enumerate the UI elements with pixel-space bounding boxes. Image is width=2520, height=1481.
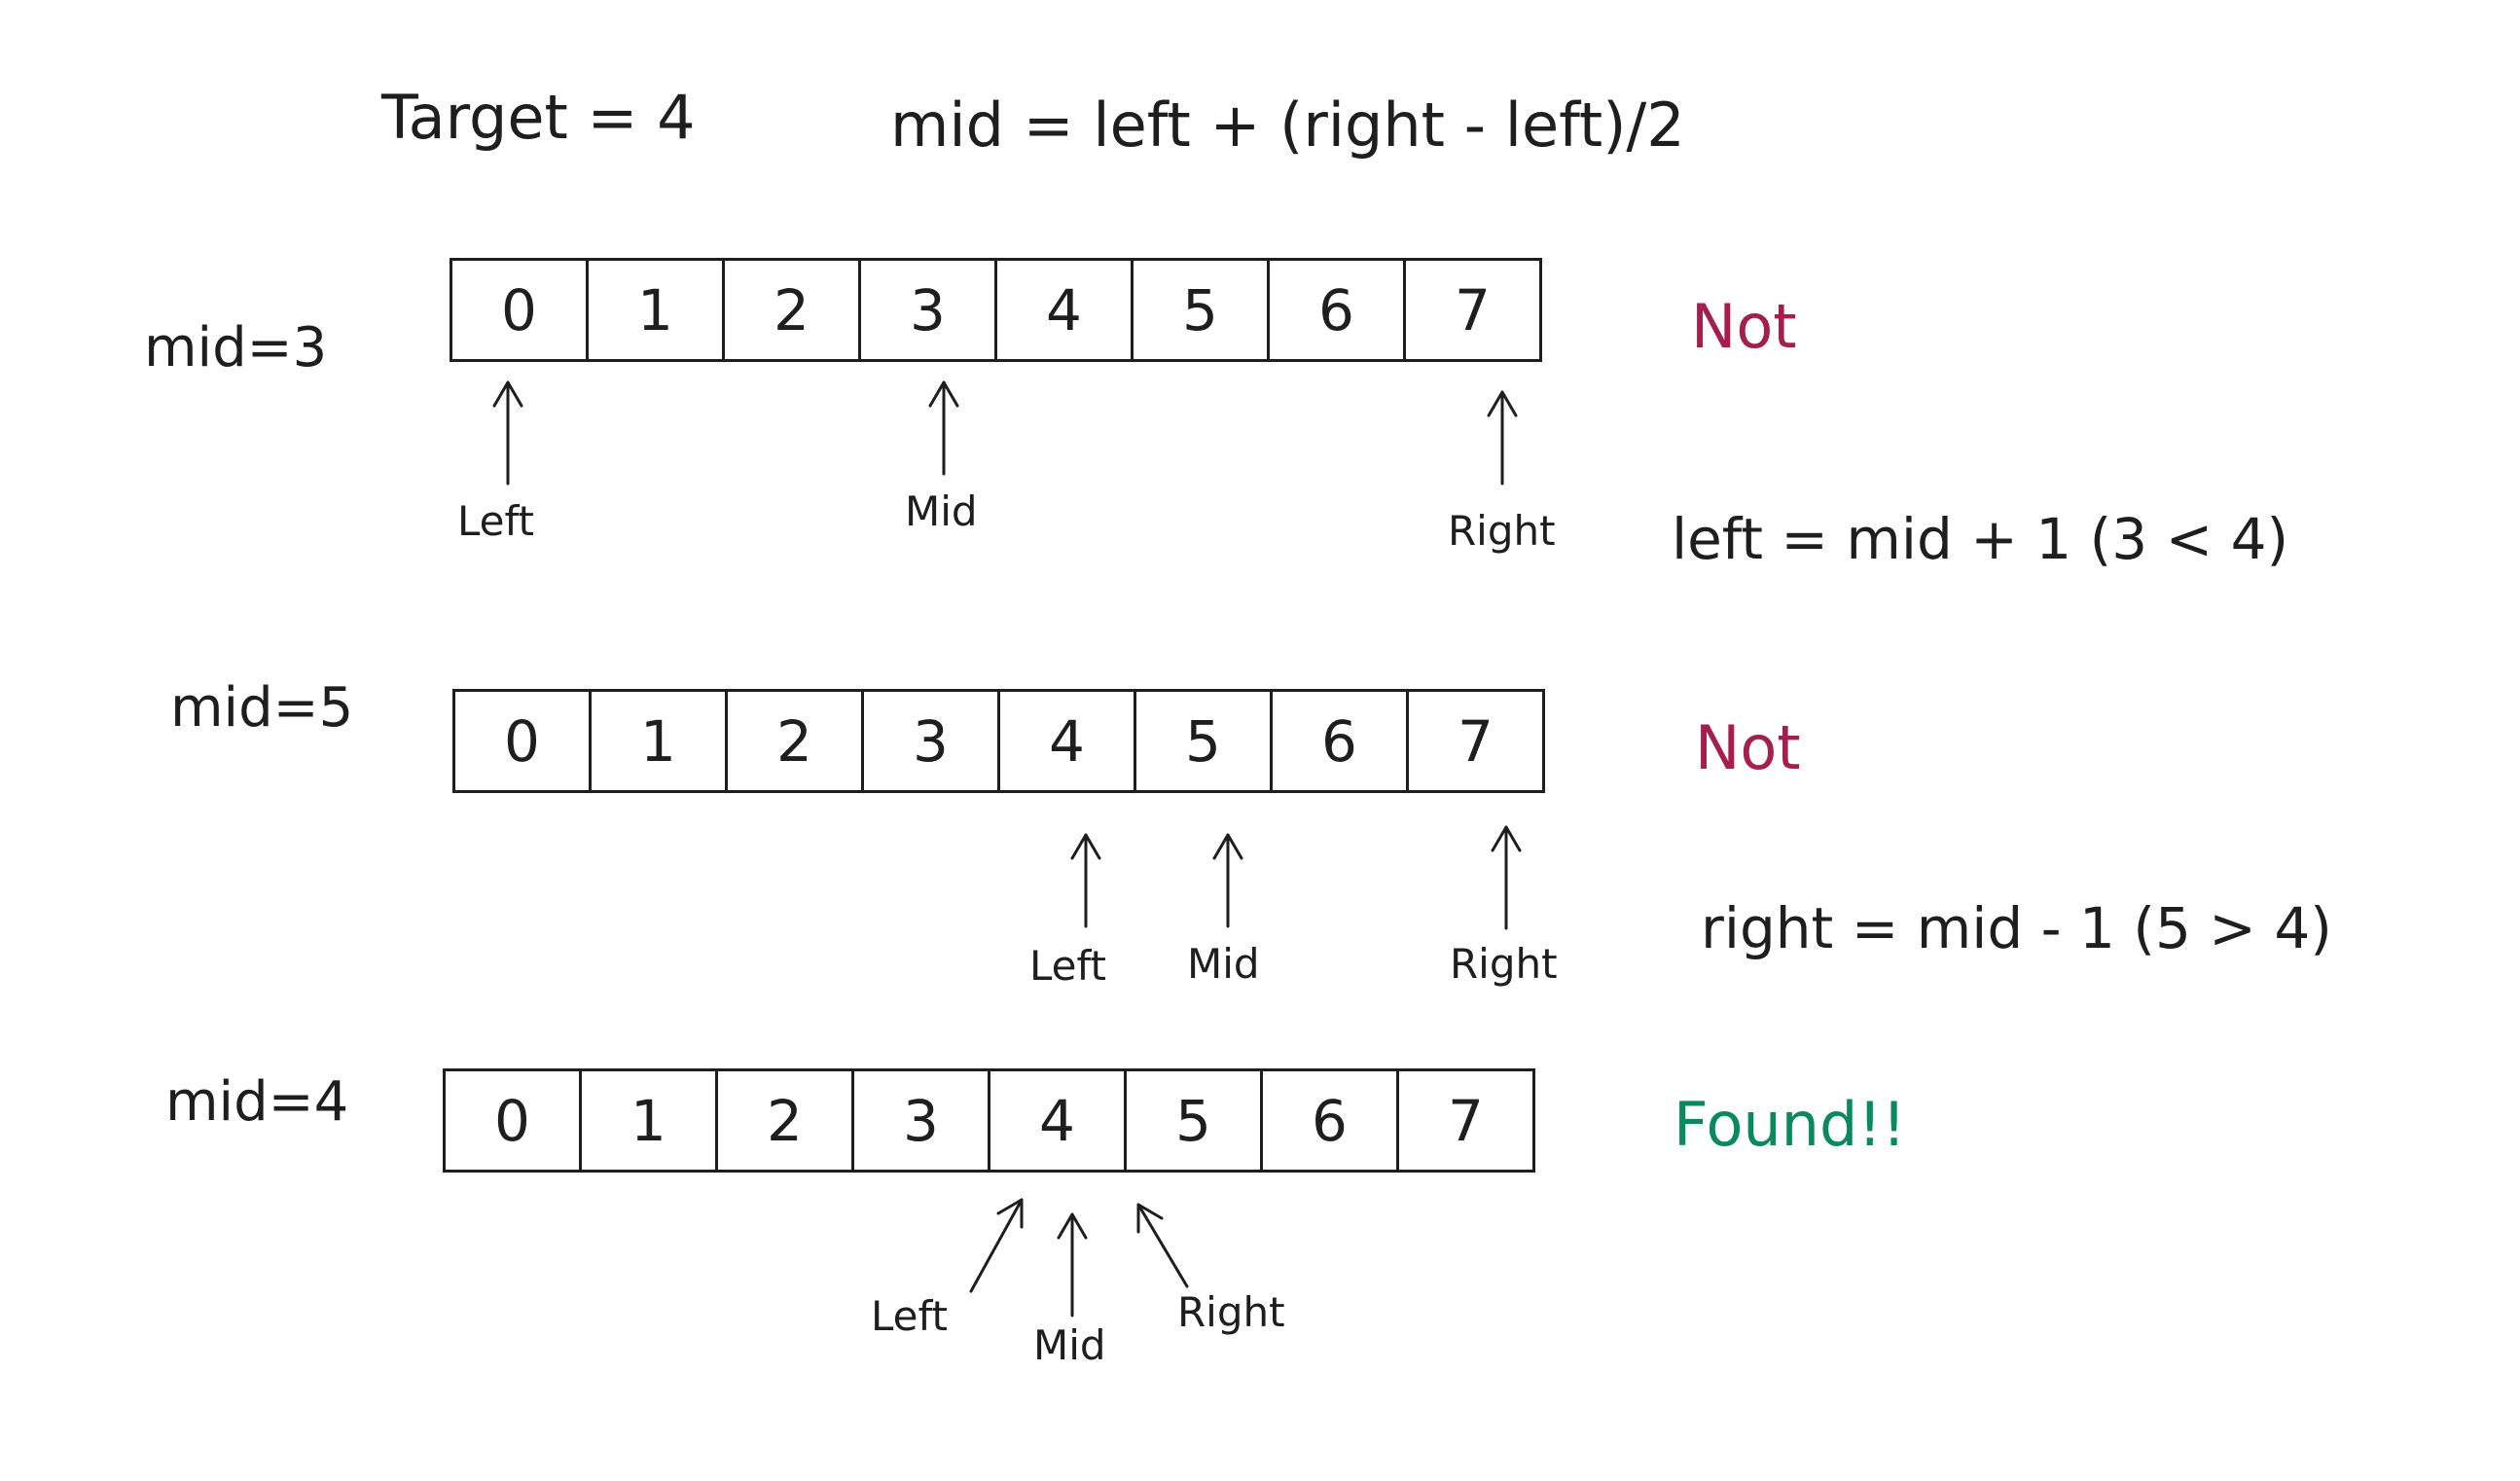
step-1-right-label: Right xyxy=(1448,507,1556,555)
step-3-mid-pointer-label: Mid xyxy=(1033,1321,1106,1369)
step-2-mid-pointer-label: Mid xyxy=(1187,940,1260,988)
array-cell: 4 xyxy=(997,261,1134,362)
array-cell: 6 xyxy=(1263,1071,1399,1173)
step-1-array: 0 1 2 3 4 5 6 7 xyxy=(450,258,1542,362)
array-cell: 2 xyxy=(718,1071,854,1173)
array-cell: 3 xyxy=(854,1071,990,1173)
step-3-right-label: Right xyxy=(1177,1288,1285,1336)
step-1-mid-label: mid=3 xyxy=(144,316,328,379)
array-cell: 3 xyxy=(861,261,997,362)
array-cell: 0 xyxy=(446,1071,582,1173)
step-2-array: 0 1 2 3 4 5 6 7 xyxy=(452,689,1545,793)
array-cell: 1 xyxy=(589,261,725,362)
step-1-left-arrow xyxy=(492,380,523,486)
array-cell: 5 xyxy=(1134,261,1270,362)
step-2-left-label: Left xyxy=(1029,942,1107,990)
step-3-mid-label: mid=4 xyxy=(165,1070,349,1134)
array-cell: 0 xyxy=(452,261,589,362)
array-cell: 5 xyxy=(1127,1071,1263,1173)
array-cell: 1 xyxy=(582,1071,718,1173)
step-2-status: Not xyxy=(1695,712,1801,783)
array-cell: 3 xyxy=(864,692,1000,793)
step-1-right-arrow xyxy=(1487,390,1518,486)
array-cell: 7 xyxy=(1399,1071,1535,1173)
step-1-mid-pointer-label: Mid xyxy=(905,488,978,535)
mid-formula: mid = left + (right - left)/2 xyxy=(890,90,1685,161)
step-3-array: 0 1 2 3 4 5 6 7 xyxy=(443,1068,1535,1173)
step-3-left-label: Left xyxy=(871,1292,949,1340)
step-3-status: Found!! xyxy=(1674,1089,1907,1160)
step-3-left-arrow xyxy=(969,1198,1024,1293)
array-cell: 4 xyxy=(1000,692,1136,793)
step-2-mid-arrow xyxy=(1212,833,1243,928)
array-cell: 7 xyxy=(1406,261,1542,362)
step-3-mid-arrow xyxy=(1057,1212,1088,1318)
array-cell: 6 xyxy=(1273,692,1409,793)
step-1-update-note: left = mid + 1 (3 < 4) xyxy=(1672,506,2289,572)
array-cell: 2 xyxy=(725,261,861,362)
array-cell: 7 xyxy=(1409,692,1545,793)
array-cell: 0 xyxy=(455,692,592,793)
array-cell: 6 xyxy=(1270,261,1406,362)
step-1-left-label: Left xyxy=(457,497,535,545)
step-2-update-note: right = mid - 1 (5 > 4) xyxy=(1701,895,2332,961)
target-label: Target = 4 xyxy=(381,82,696,153)
array-cell: 4 xyxy=(990,1071,1127,1173)
step-2-right-label: Right xyxy=(1450,940,1558,988)
step-2-right-arrow xyxy=(1491,825,1522,930)
array-cell: 5 xyxy=(1136,692,1273,793)
step-2-left-arrow xyxy=(1070,833,1101,928)
step-1-status: Not xyxy=(1691,291,1797,362)
step-1-mid-arrow xyxy=(928,380,959,476)
step-2-mid-label: mid=5 xyxy=(170,676,354,740)
step-3-right-arrow xyxy=(1136,1203,1189,1288)
array-cell: 2 xyxy=(728,692,864,793)
array-cell: 1 xyxy=(592,692,728,793)
